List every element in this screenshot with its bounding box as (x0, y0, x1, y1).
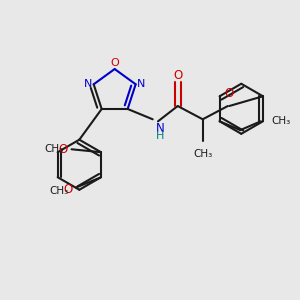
Text: H: H (156, 131, 165, 141)
Text: O: O (63, 182, 72, 196)
Text: O: O (110, 58, 119, 68)
Text: N: N (137, 79, 145, 89)
Text: CH₃: CH₃ (193, 149, 212, 159)
Text: N: N (84, 79, 93, 89)
Text: O: O (225, 87, 234, 100)
Text: O: O (59, 143, 68, 156)
Text: CH₃: CH₃ (45, 144, 64, 154)
Text: O: O (173, 69, 182, 82)
Text: N: N (156, 122, 165, 135)
Text: CH₃: CH₃ (271, 116, 290, 126)
Text: CH₃: CH₃ (50, 186, 69, 196)
